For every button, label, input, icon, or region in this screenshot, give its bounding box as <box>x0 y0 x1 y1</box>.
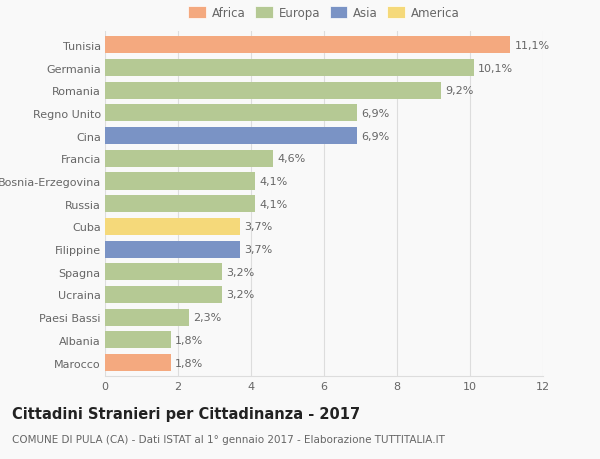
Bar <box>105 354 170 371</box>
Bar <box>105 218 240 235</box>
Bar <box>105 60 473 77</box>
Bar <box>105 332 170 349</box>
Bar <box>105 37 510 54</box>
Bar <box>105 128 357 145</box>
Bar <box>105 83 441 100</box>
Text: 9,2%: 9,2% <box>445 86 473 96</box>
Bar <box>105 173 254 190</box>
Text: 3,2%: 3,2% <box>226 267 254 277</box>
Legend: Africa, Europa, Asia, America: Africa, Europa, Asia, America <box>185 4 463 24</box>
Text: 4,1%: 4,1% <box>259 177 287 187</box>
Bar <box>105 196 254 213</box>
Bar <box>105 286 222 303</box>
Text: 3,7%: 3,7% <box>244 222 272 232</box>
Text: 2,3%: 2,3% <box>193 313 221 323</box>
Text: 1,8%: 1,8% <box>175 335 203 345</box>
Bar <box>105 151 273 168</box>
Text: 10,1%: 10,1% <box>478 63 513 73</box>
Text: Cittadini Stranieri per Cittadinanza - 2017: Cittadini Stranieri per Cittadinanza - 2… <box>12 406 360 421</box>
Bar <box>105 309 189 326</box>
Text: 6,9%: 6,9% <box>361 131 389 141</box>
Text: 11,1%: 11,1% <box>515 41 550 50</box>
Text: 1,8%: 1,8% <box>175 358 203 368</box>
Bar <box>105 264 222 281</box>
Text: 4,6%: 4,6% <box>277 154 305 164</box>
Text: 4,1%: 4,1% <box>259 199 287 209</box>
Text: 3,7%: 3,7% <box>244 245 272 255</box>
Text: COMUNE DI PULA (CA) - Dati ISTAT al 1° gennaio 2017 - Elaborazione TUTTITALIA.IT: COMUNE DI PULA (CA) - Dati ISTAT al 1° g… <box>12 434 445 444</box>
Text: 3,2%: 3,2% <box>226 290 254 300</box>
Bar <box>105 105 357 122</box>
Text: 6,9%: 6,9% <box>361 109 389 119</box>
Bar <box>105 241 240 258</box>
